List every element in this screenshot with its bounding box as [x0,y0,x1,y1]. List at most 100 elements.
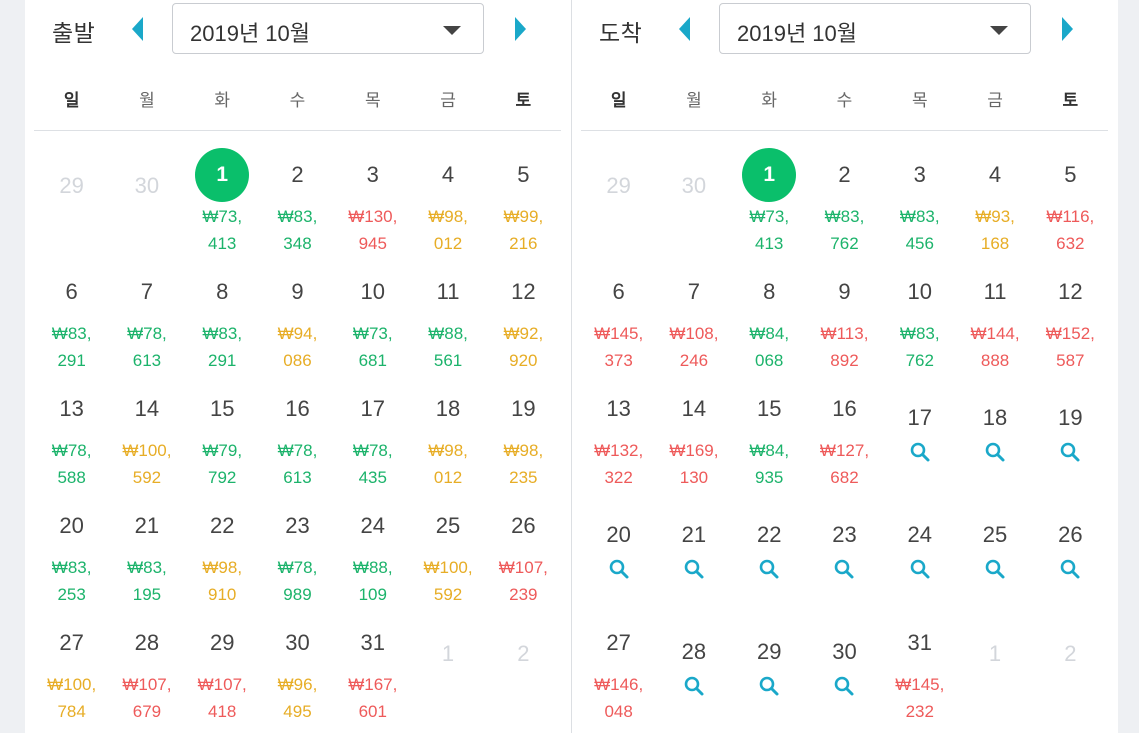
departure-day-cell[interactable]: 6 ₩83, 291 [34,262,109,379]
departure-day-cell[interactable]: 2 ₩83, 348 [260,145,335,262]
arrival-day-cell[interactable]: 18 [957,379,1032,496]
arrival-day-cell[interactable]: 13 ₩132, 322 [581,379,656,496]
arrival-day-cell[interactable]: 31 ₩145, 232 [882,613,957,730]
day-price: ₩88, 561 [428,324,468,370]
day-price: ₩132, 322 [594,441,644,487]
arrival-day-cell[interactable]: 15 ₩84, 935 [732,379,807,496]
arrival-day-cell[interactable]: 27 ₩146, 048 [581,613,656,730]
departure-day-cell[interactable]: 9 ₩94, 086 [260,262,335,379]
departure-month-select[interactable]: 2019년 10월 [172,3,484,54]
departure-day-cell[interactable]: 4 ₩98, 012 [410,145,485,262]
day-number: 11 [436,279,460,304]
arrival-weekday-label: 일 [610,91,627,110]
departure-day-cell[interactable]: 17 ₩78, 435 [335,379,410,496]
departure-next-month-button[interactable] [509,16,531,42]
departure-day-cell[interactable]: 24 ₩88, 109 [335,496,410,613]
departure-day-cell[interactable]: 25 ₩100, 592 [410,496,485,613]
departure-day-cell[interactable]: 22 ₩98, 910 [185,496,260,613]
departure-day-cell[interactable]: 1 ₩73, 413 [185,145,260,262]
arrival-day-cell[interactable]: 25 [957,496,1032,613]
day-price: ₩99, 216 [503,207,544,253]
arrival-day-cell[interactable]: 23 [807,496,882,613]
day-number: 17 [360,396,385,421]
departure-day-cell[interactable]: 21 ₩83, 195 [109,496,184,613]
triangle-left-icon [132,17,143,41]
departure-day-cell[interactable]: 12 ₩92, 920 [486,262,561,379]
departure-day-cell[interactable]: 15 ₩79, 792 [185,379,260,496]
day-number: 30 [832,639,857,664]
arrival-day-cell[interactable]: 22 [732,496,807,613]
departure-day-cell[interactable]: 16 ₩78, 613 [260,379,335,496]
departure-day-cell[interactable]: 11 ₩88, 561 [410,262,485,379]
day-number: 29 [59,173,84,198]
arrival-weekday-label: 토 [1062,91,1079,110]
arrival-day-cell[interactable]: 7 ₩108, 246 [656,262,731,379]
arrival-day-cell[interactable]: 2 ₩83, 762 [807,145,882,262]
arrival-day-cell[interactable]: 4 ₩93, 168 [957,145,1032,262]
arrival-day-cell[interactable]: 28 [656,613,731,730]
day-price: ₩83, 762 [824,207,865,253]
day-number: 9 [291,279,304,304]
arrival-day-cell[interactable]: 10 ₩83, 762 [882,262,957,379]
arrival-next-month-button[interactable] [1056,16,1078,42]
arrival-day-cell[interactable]: 8 ₩84, 068 [732,262,807,379]
departure-day-cell[interactable]: 5 ₩99, 216 [486,145,561,262]
arrival-header: 도착 2019년 10월 [572,0,1118,62]
arrival-day-cell[interactable]: 19 [1033,379,1108,496]
departure-day-cell[interactable]: 13 ₩78, 588 [34,379,109,496]
departure-day-cell[interactable]: 8 ₩83, 291 [185,262,260,379]
arrival-day-cell[interactable]: 11 ₩144, 888 [957,262,1032,379]
day-price: ₩107, 239 [498,558,548,604]
departure-day-cell[interactable]: 29 ₩107, 418 [185,613,260,730]
day-number: 31 [907,630,932,655]
day-price: ₩145, 373 [594,324,644,370]
departure-day-cell[interactable]: 28 ₩107, 679 [109,613,184,730]
search-icon [835,559,854,579]
departure-prev-month-button[interactable] [128,16,150,42]
departure-day-cell[interactable]: 18 ₩98, 012 [410,379,485,496]
departure-day-cell[interactable]: 30 ₩96, 495 [260,613,335,730]
arrival-day-cell[interactable]: 1 ₩73, 413 [732,145,807,262]
arrival-day-cell[interactable]: 3 ₩83, 456 [882,145,957,262]
day-number: 21 [134,513,160,538]
departure-day-cell[interactable]: 20 ₩83, 253 [34,496,109,613]
arrival-prev-month-button[interactable] [675,16,697,42]
arrival-day-cell[interactable]: 29 [732,613,807,730]
departure-day-cell[interactable]: 7 ₩78, 613 [109,262,184,379]
day-number: 16 [285,396,310,421]
arrival-day-cell[interactable]: 17 [882,379,957,496]
day-number: 5 [1064,162,1077,187]
departure-day-cell[interactable]: 31 ₩167, 601 [335,613,410,730]
departure-day-cell[interactable]: 27 ₩100, 784 [34,613,109,730]
arrival-day-cell[interactable]: 26 [1033,496,1108,613]
departure-day-cell[interactable]: 19 ₩98, 235 [486,379,561,496]
arrival-week-row: 20 21 22 23 24 25 26 [581,496,1108,613]
arrival-day-cell[interactable]: 30 [807,613,882,730]
arrival-day-cell[interactable]: 12 ₩152, 587 [1033,262,1108,379]
departure-day-cell[interactable]: 3 ₩130, 945 [335,145,410,262]
day-number: 6 [65,279,78,304]
arrival-day-cell[interactable]: 20 [581,496,656,613]
day-price: ₩93, 168 [975,207,1015,253]
departure-day-cell[interactable]: 26 ₩107, 239 [486,496,561,613]
arrival-day-cell[interactable]: 24 [882,496,957,613]
departure-week-row: 6 ₩83, 291 7 ₩78, 613 8 ₩83, 291 9 ₩94, 086 10 ₩7… [34,262,561,379]
arrival-weekday-label: 화 [761,91,778,110]
arrival-month-select[interactable]: 2019년 10월 [719,3,1031,54]
arrival-day-cell[interactable]: 6 ₩145, 373 [581,262,656,379]
arrival-day-cell[interactable]: 14 ₩169, 130 [656,379,731,496]
departure-day-cell: 30 [109,145,184,262]
departure-week-row: 29 30 1 ₩73, 413 2 ₩83, 348 3 ₩130, 945 4 ₩98, 01… [34,145,561,262]
arrival-day-cell[interactable]: 5 ₩116, 632 [1033,145,1108,262]
day-number: 15 [209,396,235,421]
day-price: ₩92, 920 [503,324,544,370]
departure-day-cell[interactable]: 10 ₩73, 681 [335,262,410,379]
arrival-day-cell[interactable]: 16 ₩127, 682 [807,379,882,496]
day-price: ₩84, 068 [749,324,790,370]
arrival-day-cell[interactable]: 9 ₩113, 892 [807,262,882,379]
arrival-day-cell[interactable]: 21 [656,496,731,613]
day-number: 30 [681,173,707,198]
departure-day-cell[interactable]: 14 ₩100, 592 [109,379,184,496]
day-number: 15 [756,396,782,421]
departure-day-cell[interactable]: 23 ₩78, 989 [260,496,335,613]
